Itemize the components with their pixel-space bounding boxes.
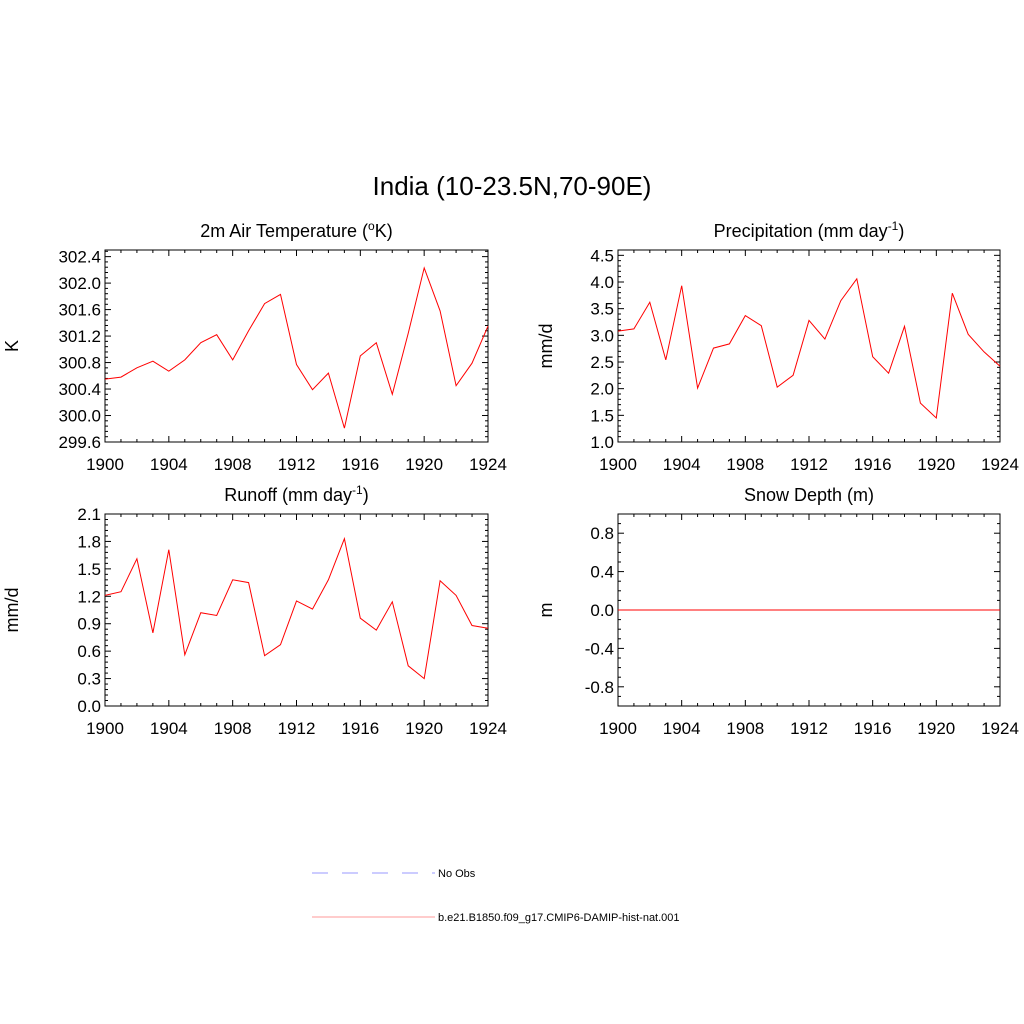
- x-tick-label: 1900: [86, 455, 124, 474]
- x-tick-label: 1908: [214, 455, 252, 474]
- x-tick-label: 1908: [726, 455, 764, 474]
- x-tick-label: 1912: [790, 719, 828, 738]
- panel-title-superscript: -1: [352, 483, 363, 497]
- legend: No Obs b.e21.B1850.f09_g17.CMIP6-DAMIP-h…: [312, 868, 680, 924]
- y-axis-label: mm/d: [2, 588, 22, 633]
- y-tick-label: 0.8: [590, 524, 614, 543]
- y-tick-label: 1.5: [590, 406, 614, 425]
- series-line: [617, 277, 1001, 420]
- y-tick-label: 1.2: [77, 587, 101, 606]
- x-tick-label: 1920: [917, 455, 955, 474]
- x-tick-label: 1908: [726, 719, 764, 738]
- y-tick-label: 2.5: [590, 353, 614, 372]
- y-tick-label: -0.8: [585, 678, 614, 697]
- legend-label-model-run: b.e21.B1850.f09_g17.CMIP6-DAMIP-hist-nat…: [438, 912, 680, 924]
- x-tick-label: 1924: [469, 455, 507, 474]
- figure-title: India (10-23.5N,70-90E): [373, 171, 652, 201]
- y-tick-label: 0.4: [590, 563, 614, 582]
- panel-title-text: Snow Depth (m): [744, 485, 874, 505]
- panel-title-precipitation: Precipitation (mm day-1): [714, 219, 905, 241]
- panel-title-text-end: K): [375, 221, 393, 241]
- x-tick-label: 1900: [599, 455, 637, 474]
- y-tick-label: 302.4: [58, 248, 101, 267]
- panel-title-text: Precipitation (mm day: [714, 221, 888, 241]
- y-tick-label: 4.0: [590, 273, 614, 292]
- panel-title-snow-depth: Snow Depth (m): [744, 485, 874, 505]
- x-tick-label: 1900: [86, 719, 124, 738]
- y-tick-label: 299.6: [58, 433, 101, 452]
- x-tick-label: 1904: [663, 455, 701, 474]
- y-tick-label: 4.5: [590, 246, 614, 265]
- panel-precipitation: Precipitation (mm day-1) 1900 1904 1908 1912…: [536, 219, 1019, 474]
- plot-frame: [617, 249, 1001, 443]
- panel-snow-depth: Snow Depth (m) 1900 1904 1908 1912 1916 1920 19…: [536, 485, 1019, 738]
- panel-title-text-end: ): [898, 221, 904, 241]
- panel-title-text: 2m Air Temperature (: [200, 221, 368, 241]
- panels: 2m Air Temperature (oK)1900 1904 1908 1912 1…: [2, 219, 1019, 738]
- x-tick-label: 1924: [981, 719, 1019, 738]
- y-tick-label: 301.2: [58, 327, 101, 346]
- y-tick-label: 0.3: [77, 670, 101, 689]
- y-tick-label: 2.1: [77, 505, 101, 524]
- y-tick-label: 1.0: [590, 433, 614, 452]
- x-tick-label: 1924: [469, 719, 507, 738]
- series-line: [104, 536, 489, 680]
- y-tick-label: 2.0: [590, 380, 614, 399]
- legend-label-no-obs: No Obs: [438, 868, 476, 880]
- x-tick-label: 1924: [981, 455, 1019, 474]
- x-tick-label: 1920: [917, 719, 955, 738]
- y-tick-label: 3.0: [590, 326, 614, 345]
- y-tick-label: 302.0: [58, 274, 101, 293]
- panel-title-runoff: Runoff (mm day-1): [224, 483, 368, 505]
- panel-title-text: Runoff (mm day: [224, 485, 352, 505]
- x-tick-label: 1912: [278, 719, 316, 738]
- x-tick-label: 1904: [150, 455, 188, 474]
- y-tick-label: 0.9: [77, 615, 101, 634]
- y-tick-label: 0.6: [77, 642, 101, 661]
- x-tick-label: 1912: [278, 455, 316, 474]
- y-tick-label: 300.0: [58, 407, 101, 426]
- series-line: [104, 266, 489, 429]
- panel-title-air-temperature: 2m Air Temperature (oK): [200, 219, 392, 241]
- y-tick-label: 3.5: [590, 300, 614, 319]
- x-tick-label: 1916: [341, 719, 379, 738]
- y-axis-label: mm/d: [536, 324, 556, 369]
- x-tick-label: 1916: [854, 455, 892, 474]
- y-tick-label: 301.6: [58, 301, 101, 320]
- y-tick-label: -0.4: [585, 639, 614, 658]
- y-tick-label: 300.8: [58, 354, 101, 373]
- plot-frame: [104, 513, 489, 707]
- x-tick-label: 1912: [790, 455, 828, 474]
- y-axis-label: m: [536, 603, 556, 618]
- panel-title-superscript: -1: [888, 219, 899, 233]
- x-tick-label: 1916: [341, 455, 379, 474]
- x-tick-label: 1920: [405, 455, 443, 474]
- panel-title-superscript: o: [368, 219, 375, 233]
- panel-air-temperature: 2m Air Temperature (oK) 1900 1904 1908 1912 1…: [2, 219, 507, 474]
- plot-frame: [104, 249, 489, 443]
- y-tick-label: 1.8: [77, 532, 101, 551]
- x-tick-label: 1920: [405, 719, 443, 738]
- panel-title-text-end: ): [363, 485, 369, 505]
- y-tick-label: 0.0: [77, 697, 101, 716]
- y-tick-label: 0.0: [590, 601, 614, 620]
- x-tick-label: 1904: [150, 719, 188, 738]
- y-tick-label: 300.4: [58, 380, 101, 399]
- y-axis-label: K: [2, 340, 22, 352]
- y-tick-label: 1.5: [77, 560, 101, 579]
- panel-runoff: Runoff (mm day-1) 1900 1904 1908 1912 1916 192…: [2, 483, 507, 738]
- x-tick-label: 1908: [214, 719, 252, 738]
- x-tick-label: 1900: [599, 719, 637, 738]
- x-tick-label: 1904: [663, 719, 701, 738]
- x-tick-label: 1916: [854, 719, 892, 738]
